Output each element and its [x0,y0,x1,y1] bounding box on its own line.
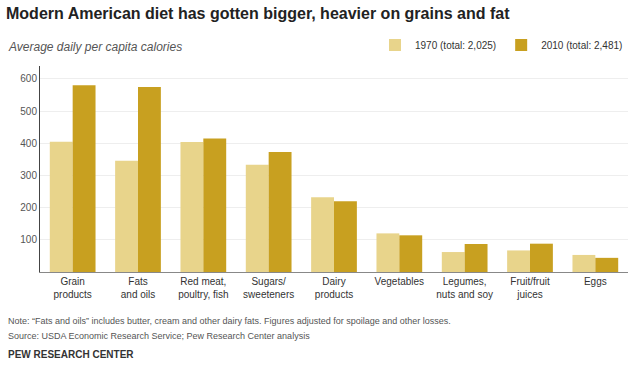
svg-text:Dairyproducts: Dairyproducts [315,276,353,300]
svg-text:Sugars/sweeteners: Sugars/sweeteners [243,276,294,300]
svg-text:Grainproducts: Grainproducts [53,276,91,300]
svg-text:Legumes,nuts and soy: Legumes,nuts and soy [436,276,493,300]
svg-text:300: 300 [20,170,37,181]
svg-text:Eggs: Eggs [584,276,607,287]
svg-text:Fruit/fruitjuices: Fruit/fruitjuices [510,276,550,300]
svg-text:100: 100 [20,234,37,245]
svg-text:Vegetables: Vegetables [375,276,425,287]
svg-text:500: 500 [20,106,37,117]
svg-text:Source: USDA Economic Research: Source: USDA Economic Research Service; … [8,331,310,341]
svg-text:PEW RESEARCH CENTER: PEW RESEARCH CENTER [8,349,134,360]
svg-text:Modern American diet has gotte: Modern American diet has gotten bigger, … [6,5,510,22]
svg-text:2010 (total: 2,481): 2010 (total: 2,481) [541,40,622,51]
svg-text:1970 (total: 2,025): 1970 (total: 2,025) [415,40,496,51]
svg-text:Red meat,poultry, fish: Red meat,poultry, fish [178,276,228,300]
svg-text:400: 400 [20,138,37,149]
svg-text:Average daily per capita calor: Average daily per capita calories [8,40,182,54]
svg-text:200: 200 [20,202,37,213]
svg-text:Note: “Fats and oils” includes: Note: “Fats and oils” includes butter, c… [8,316,451,326]
svg-text:600: 600 [20,73,37,84]
svg-text:Fatsand oils: Fatsand oils [121,276,155,300]
